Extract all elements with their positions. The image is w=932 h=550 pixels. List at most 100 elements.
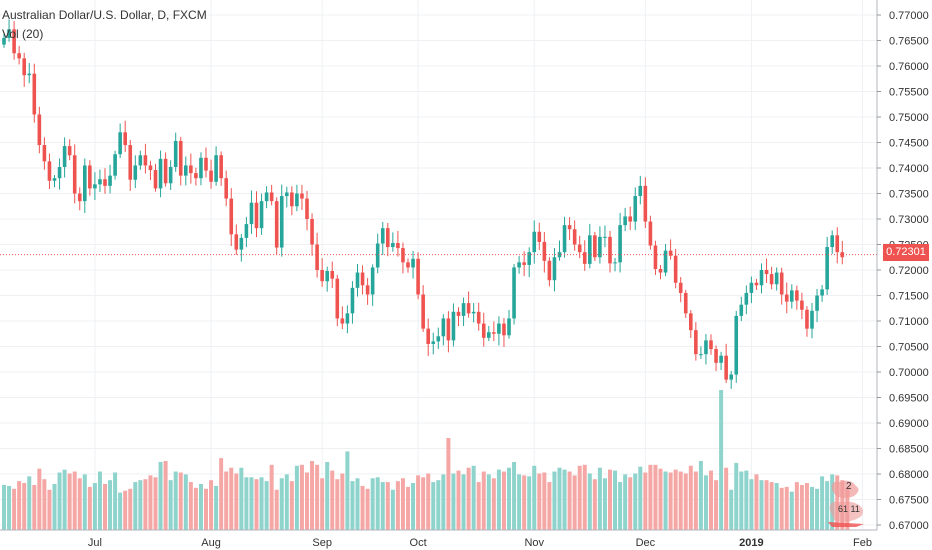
candle-body: [492, 332, 496, 334]
candle-body: [537, 231, 542, 242]
candle-body: [411, 258, 415, 268]
volume-widget[interactable]: 2 61 11: [826, 480, 870, 528]
volume-bar: [274, 489, 279, 530]
volume-bar: [380, 482, 385, 530]
volume-bar: [219, 458, 224, 530]
volume-bar: [57, 472, 62, 530]
volume-bar: [714, 480, 719, 530]
volume-bar: [764, 480, 769, 530]
candle-body: [123, 132, 127, 146]
volume-bar: [688, 465, 693, 530]
price-tick-label: 0.76500: [889, 36, 929, 48]
candle-body: [148, 165, 153, 171]
volume-bar: [517, 474, 522, 530]
candle-body: [663, 250, 668, 273]
candle-body: [709, 340, 713, 350]
volume-bar: [441, 474, 446, 530]
candle-body: [315, 244, 319, 270]
volume-bar: [113, 472, 118, 530]
candle-body: [517, 262, 521, 268]
candle-body: [582, 252, 587, 264]
candle-body: [572, 229, 577, 245]
candle-body: [840, 252, 845, 258]
candle-body: [300, 193, 304, 199]
volume-bar: [395, 481, 400, 530]
time-tick-label: Sep: [312, 537, 332, 549]
candle-body: [189, 165, 193, 174]
price-axis[interactable]: 0.77000 0.76500 0.76000 0.75500 0.75000 0.745…: [877, 10, 929, 532]
volume-bar: [653, 464, 658, 530]
candle-body: [67, 146, 72, 156]
volume-bar: [542, 472, 547, 530]
volume-bar: [587, 473, 592, 530]
volume-bar: [97, 471, 102, 530]
price-tick-label: 0.71500: [889, 291, 929, 303]
volume-bar: [633, 473, 638, 530]
time-tick-label: Nov: [524, 537, 544, 549]
candle-body: [234, 234, 239, 250]
volume-bar: [416, 475, 421, 530]
volume-bar: [673, 469, 678, 530]
candle-body: [391, 242, 395, 248]
volume-bar: [567, 471, 572, 530]
volume-indicator-label[interactable]: Vol (20): [2, 27, 44, 41]
volume-bar: [138, 480, 143, 530]
candle-body: [103, 179, 107, 186]
candle-body: [719, 355, 723, 363]
candle-body: [527, 252, 531, 265]
candle-body: [542, 241, 547, 261]
candle-body: [683, 292, 688, 314]
candle-body: [436, 336, 441, 342]
candle-body: [416, 258, 420, 295]
volume-bar: [400, 478, 405, 530]
price-tick-label: 0.69500: [889, 393, 929, 405]
price-tick-label: 0.76000: [889, 61, 929, 73]
volume-bar: [269, 464, 274, 530]
volume-bar: [446, 438, 451, 530]
volume-bar: [754, 474, 759, 530]
candle-body: [446, 318, 451, 341]
candle-body: [285, 192, 289, 197]
price-tick-label: 0.75500: [889, 87, 929, 99]
candle-body: [603, 236, 607, 238]
candle-body: [451, 311, 456, 341]
volume-bar: [163, 461, 168, 530]
candle-body: [784, 294, 789, 302]
volume-bar: [693, 471, 698, 530]
candle-body: [552, 257, 557, 281]
volume-bar: [496, 469, 501, 530]
candle-body: [153, 170, 158, 189]
volume-bar: [229, 467, 234, 530]
volume-bar: [451, 473, 456, 530]
volume-bar: [299, 464, 304, 530]
time-tick-label: Aug: [201, 537, 221, 549]
candle-body: [532, 231, 537, 253]
symbol-title[interactable]: Australian Dollar/U.S. Dollar, D, FXCM: [2, 8, 207, 22]
candle-body: [22, 58, 26, 76]
volume-bar: [72, 471, 77, 530]
volume-bar: [527, 476, 532, 530]
volume-bar: [522, 475, 527, 530]
candle-body: [128, 145, 133, 180]
candle-body: [421, 294, 425, 329]
candle-body: [678, 282, 683, 293]
volume-bar: [12, 488, 17, 530]
candle-body: [355, 272, 360, 288]
price-tick-label: 0.75000: [889, 112, 929, 124]
time-axis[interactable]: Jul Aug Sep Oct Nov Dec 2019 Feb: [0, 529, 877, 549]
candle-body: [825, 247, 829, 290]
candle-body: [42, 145, 47, 162]
price-tick-label: 0.67000: [889, 520, 929, 532]
candle-body: [497, 323, 501, 334]
last-price-badge: 0.72301: [883, 244, 929, 261]
time-tick-label: 2019: [739, 537, 763, 549]
volume-bar: [2, 484, 6, 530]
price-tick-label: 0.77000: [889, 10, 929, 22]
candle-body: [810, 310, 814, 329]
candle-body: [143, 155, 148, 166]
volume-bar: [375, 477, 380, 530]
candle-body: [507, 318, 511, 336]
volume-bar: [830, 474, 835, 530]
volume-bar: [572, 475, 577, 530]
